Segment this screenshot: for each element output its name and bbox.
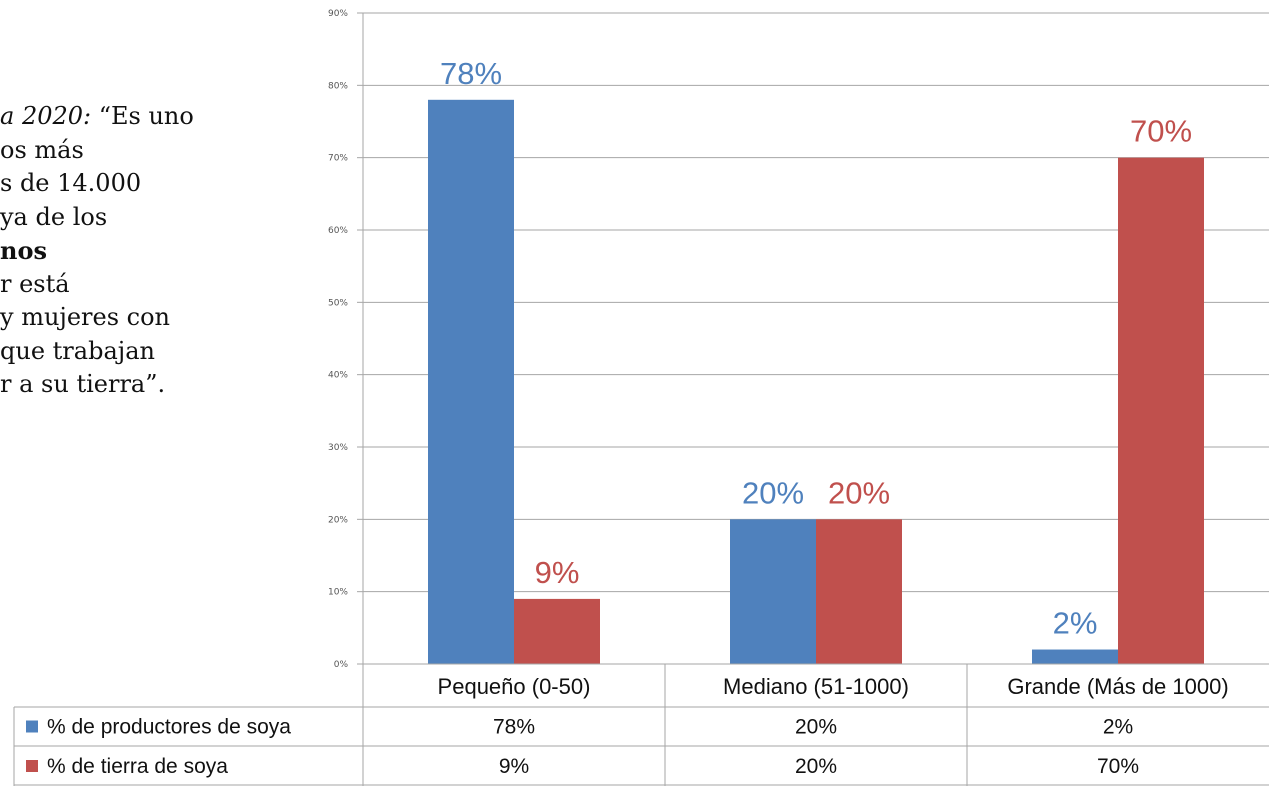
y-tick-label: 90% xyxy=(328,9,348,19)
data-label: 2% xyxy=(1053,606,1098,641)
legend-label: % de productores de soya xyxy=(47,716,291,739)
bar xyxy=(730,519,816,664)
text-line-5: nos xyxy=(0,236,47,265)
legend-label: % de tierra de soya xyxy=(47,755,228,778)
text-line-9: r a su tierra”. xyxy=(0,370,166,398)
text-line-4: ya de los xyxy=(0,202,108,231)
y-tick-label: 60% xyxy=(328,226,348,236)
x-tick-label: Mediano (51-1000) xyxy=(723,674,909,699)
table-cell: 20% xyxy=(795,716,837,739)
text-line-3: s de 14.000 xyxy=(0,169,142,197)
y-tick-label: 10% xyxy=(328,588,348,598)
bar xyxy=(1032,649,1118,664)
table-cell: 2% xyxy=(1103,716,1133,739)
y-tick-label: 20% xyxy=(328,515,348,525)
bar xyxy=(514,598,600,664)
data-label: 70% xyxy=(1130,114,1192,149)
text-line-1: a 2020: “Es uno xyxy=(0,102,194,130)
text-line-8: que trabajan xyxy=(0,336,155,365)
bar xyxy=(428,99,514,665)
y-tick-label: 40% xyxy=(328,371,348,381)
data-label: 9% xyxy=(535,555,580,590)
text-line-2: os más xyxy=(0,135,84,164)
table-cell: 20% xyxy=(795,755,837,778)
y-tick-label: 70% xyxy=(328,154,348,164)
x-tick-label: Grande (Más de 1000) xyxy=(1007,674,1228,699)
table-cell: 78% xyxy=(493,716,535,739)
x-tick-label: Pequeño (0-50) xyxy=(438,674,591,699)
data-label: 78% xyxy=(440,56,502,91)
data-label: 20% xyxy=(828,475,890,510)
legend-swatch xyxy=(26,720,38,733)
y-tick-label: 80% xyxy=(328,81,348,91)
text-line-6: r está xyxy=(0,269,70,298)
bar xyxy=(816,519,902,664)
text-line-7: y mujeres con xyxy=(0,303,171,331)
legend-swatch xyxy=(26,760,38,772)
table-cell: 70% xyxy=(1097,755,1139,778)
table-cell: 9% xyxy=(499,755,529,778)
bar xyxy=(1118,157,1204,664)
y-tick-label: 30% xyxy=(328,443,348,453)
y-tick-label: 0% xyxy=(334,660,349,670)
y-tick-label: 50% xyxy=(328,298,348,308)
body-text: a 2020: “Es uno os más s de 14.000 ya de… xyxy=(0,100,300,402)
data-label: 20% xyxy=(742,475,804,510)
